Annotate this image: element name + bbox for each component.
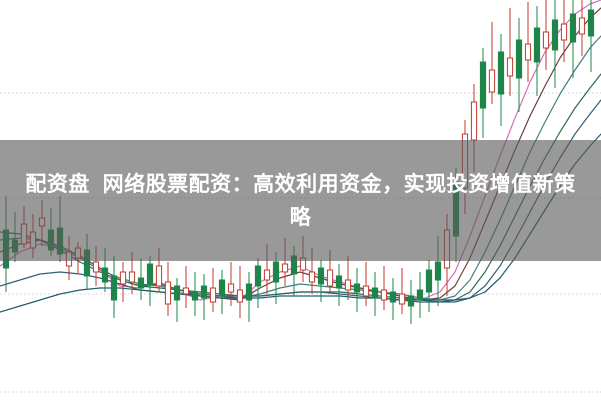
candle: [164, 262, 172, 316]
candle-body: [569, 13, 577, 43]
candle-body: [587, 9, 595, 37]
candle-body: [578, 17, 586, 35]
overlay-headline: 配资盘 网络股票配资：高效利用资金，实现投资增值新策略: [25, 172, 576, 229]
candle: [524, 2, 532, 82]
candle-body: [515, 39, 523, 79]
candle-body: [371, 287, 379, 299]
candle-body: [272, 261, 280, 283]
candle: [227, 262, 235, 306]
candle: [245, 272, 253, 322]
candle-body: [200, 285, 208, 299]
candle: [353, 268, 361, 312]
candle: [182, 266, 190, 308]
candle-body: [335, 275, 343, 289]
candle: [110, 256, 118, 318]
candle: [587, 0, 595, 72]
candle-body: [560, 23, 568, 41]
candle: [542, 0, 550, 70]
candle: [479, 48, 487, 138]
candle-body: [164, 281, 172, 305]
candle-body: [137, 277, 145, 289]
candle-body: [209, 287, 217, 303]
candle: [425, 260, 433, 312]
candle: [335, 264, 343, 306]
candle: [236, 266, 244, 318]
candle: [200, 274, 208, 320]
candle-body: [308, 271, 316, 283]
candle: [416, 272, 424, 318]
candle: [119, 262, 127, 302]
candle: [389, 278, 397, 320]
candle-body: [326, 269, 334, 287]
candle-body: [101, 267, 109, 283]
candle: [533, 6, 541, 96]
candle: [407, 280, 415, 324]
candle: [146, 256, 154, 306]
candle-body: [281, 263, 289, 273]
candle-body: [488, 69, 496, 93]
candle-body: [551, 19, 559, 51]
candle-body: [227, 283, 235, 293]
candle: [191, 272, 199, 316]
candle-body: [389, 291, 397, 303]
candle-body: [155, 265, 163, 287]
candle-body: [146, 263, 154, 285]
candle-body: [398, 293, 406, 305]
candle-body: [497, 51, 505, 95]
candle: [488, 22, 496, 104]
candle-body: [434, 261, 442, 281]
candle-body: [425, 269, 433, 293]
candle: [398, 268, 406, 314]
candle-body: [416, 289, 424, 301]
candle: [515, 18, 523, 112]
candle: [506, 8, 514, 96]
candle-body: [245, 283, 253, 301]
candle-body: [362, 285, 370, 297]
candle-body: [119, 271, 127, 285]
candle: [380, 266, 388, 310]
candle: [254, 258, 262, 308]
candle-body: [110, 275, 118, 301]
candle-body: [353, 283, 361, 293]
candle-body: [380, 289, 388, 301]
candle-body: [128, 271, 136, 283]
candle-body: [173, 285, 181, 301]
candle: [371, 272, 379, 316]
candle: [551, 0, 559, 88]
candle-body: [218, 279, 226, 297]
candle-body: [263, 269, 271, 281]
candle: [344, 256, 352, 300]
candle-body: [524, 43, 532, 61]
candle-body: [236, 289, 244, 303]
candle: [578, 0, 586, 56]
candle-body: [479, 61, 487, 109]
candle-body: [506, 57, 514, 77]
candle-body: [344, 279, 352, 291]
candle-body: [92, 261, 100, 273]
candle-body: [191, 291, 199, 301]
candle-body: [182, 287, 190, 295]
candle: [317, 260, 325, 302]
candle: [569, 0, 577, 78]
text-overlay-banner: 配资盘 网络股票配资：高效利用资金，实现投资增值新策略: [0, 140, 601, 261]
candle: [173, 278, 181, 322]
candle: [137, 258, 145, 300]
candle-body: [254, 265, 262, 287]
candle: [209, 268, 217, 312]
candle-body: [542, 31, 550, 49]
candle-body: [317, 267, 325, 285]
candle-body: [407, 295, 415, 307]
candle-body: [533, 27, 541, 63]
candle: [497, 34, 505, 126]
candle: [362, 262, 370, 306]
candle: [560, 0, 568, 62]
candle-body: [470, 101, 478, 141]
candle: [218, 270, 226, 314]
